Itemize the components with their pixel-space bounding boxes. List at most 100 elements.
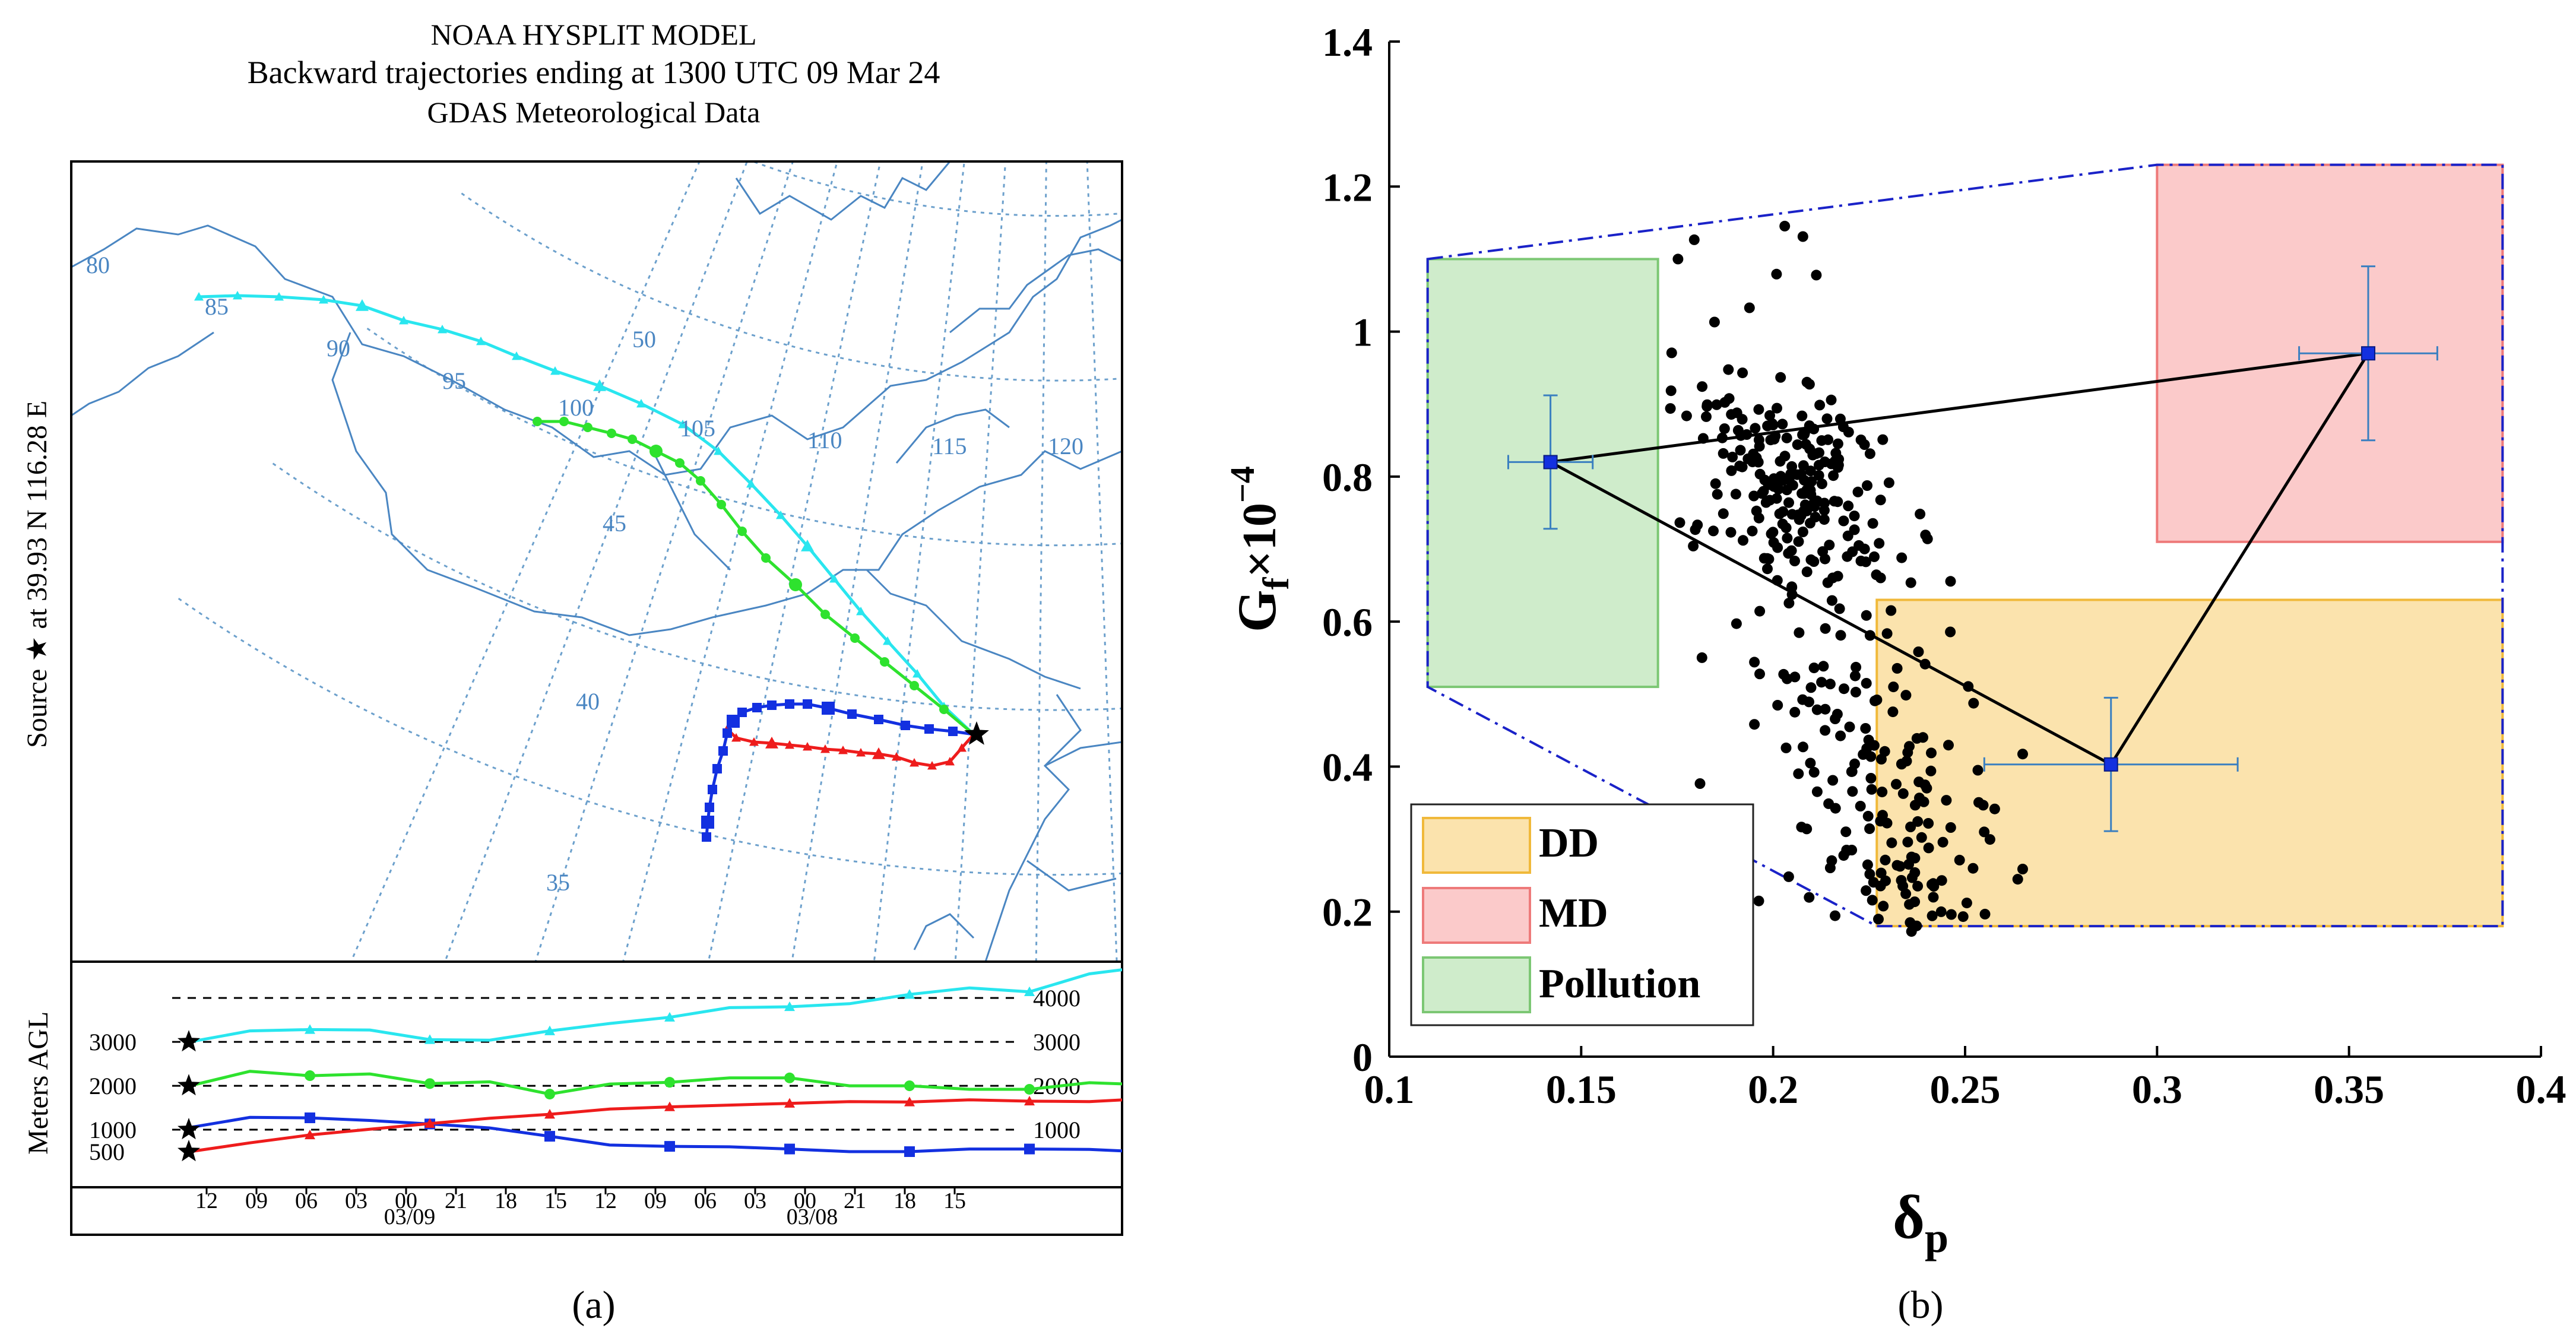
height-series-marker [424, 1034, 435, 1044]
scatter-point [1723, 364, 1734, 375]
y-tick-label: 0.4 [1322, 744, 1373, 790]
height-series-marker [784, 1001, 795, 1012]
scatter-point [1813, 470, 1824, 481]
scatter-point [1886, 605, 1897, 616]
height-series-marker [544, 1025, 555, 1035]
scatter-point [1823, 434, 1834, 445]
scatter-point [1754, 468, 1766, 480]
scatter-point [1943, 740, 1954, 751]
trajectory-marker [194, 292, 204, 301]
scatter-point [1779, 220, 1791, 232]
scatter-point [1824, 679, 1836, 690]
scatter-point [1718, 508, 1729, 519]
scatter-point [1867, 518, 1878, 529]
scatter-point [1688, 234, 1700, 245]
scatter-point [1811, 270, 1822, 281]
trajectory-marker [910, 758, 919, 767]
trajectory-marker [767, 700, 777, 710]
trajectory-marker [678, 420, 687, 429]
trajectory-marker [559, 417, 569, 426]
legend-label-pollution: Pollution [1539, 961, 1700, 1007]
coastline [1044, 741, 1122, 767]
time-tick-label: 09 [245, 1188, 268, 1213]
scatter-point [1701, 411, 1712, 422]
scatter-point [1925, 765, 1937, 776]
height-lines [172, 968, 1155, 1158]
scatter-point [1861, 610, 1872, 621]
map-trajectories [194, 291, 989, 842]
latitude-label: 50 [632, 326, 656, 353]
trajectory-marker [476, 337, 486, 345]
scatter-point [1749, 657, 1760, 668]
scatter-point [1767, 418, 1778, 429]
scatter-point [1945, 576, 1956, 587]
y-tick-label: 0.2 [1322, 890, 1373, 935]
time-tick-label: 15 [544, 1188, 567, 1213]
scatter-point [1771, 268, 1782, 280]
height-panel: Meters AGL 40003000200010003000200010005… [23, 960, 1155, 1188]
scatter-point [1877, 434, 1889, 445]
trajectory-marker [714, 446, 723, 455]
x-tick-label: 0.35 [2314, 1067, 2384, 1112]
scatter-point [1781, 432, 1792, 443]
height-series-marker [1024, 1083, 1035, 1095]
scatter-point [1763, 553, 1775, 565]
map-coastlines [71, 161, 1122, 962]
x-tick-label: 0.4 [2516, 1067, 2567, 1112]
trajectory-marker [737, 527, 747, 536]
scatter-point [2012, 874, 2023, 885]
scatter-point [1842, 551, 1853, 562]
height-series-marker [1024, 1143, 1035, 1155]
scatter-point [1927, 910, 1938, 921]
trajectory-marker [820, 744, 830, 753]
endmember-marker-pollution [1543, 455, 1558, 470]
trajectory-marker [512, 351, 521, 360]
scatter-point [1989, 803, 2000, 814]
scatter-point [1875, 867, 1887, 879]
scatter-point [1894, 861, 1906, 872]
scatter-point [1774, 508, 1785, 519]
scatter-point [1818, 514, 1830, 525]
scatter-point [2017, 749, 2028, 760]
trajectory-marker [856, 748, 866, 757]
trajectory-marker [883, 636, 892, 645]
scatter-point [1830, 803, 1841, 814]
scatter-point [1842, 530, 1853, 541]
x-tick-label: 0.25 [1930, 1067, 2001, 1112]
scatter-point [1979, 908, 1991, 920]
x-tick-label: 0.3 [2132, 1067, 2182, 1112]
scatter-point [1690, 524, 1701, 535]
scatter-point [1772, 402, 1782, 414]
height-series-marker [544, 1109, 555, 1119]
scatter-regions [1426, 163, 2504, 928]
time-tick-label: 03 [345, 1188, 367, 1213]
trajectory-marker [874, 715, 883, 724]
coastline [895, 408, 1010, 464]
y-tick-label: 0 [1352, 1035, 1373, 1080]
scatter-point [1978, 800, 1989, 811]
trajectory-marker [850, 633, 860, 643]
x-tick-label: 0.2 [1748, 1067, 1798, 1112]
longitude-label: 90 [327, 335, 350, 362]
trajectory-marker [822, 702, 835, 715]
height-series-marker [1144, 1147, 1155, 1158]
trajectory-marker [636, 399, 646, 408]
scatter-point [1708, 525, 1719, 537]
scatter-point [1849, 511, 1860, 522]
scatter-point [1789, 671, 1801, 683]
scatter-point [1891, 779, 1902, 790]
map-graticule [178, 161, 1122, 962]
trajectory-marker [727, 715, 740, 728]
scatter-point [1868, 877, 1879, 888]
scatter-point [1861, 885, 1872, 896]
scatter-point [1835, 730, 1846, 741]
scatter-point [1913, 776, 1925, 788]
coastline [984, 694, 1082, 962]
trajectory-marker [924, 724, 934, 734]
scatter-point [1909, 800, 1921, 811]
scatter-point [1866, 784, 1877, 795]
scatter-point [1928, 881, 1940, 892]
scatter-point [1665, 403, 1676, 414]
coastline [331, 332, 1122, 636]
scatter-point [1905, 917, 1916, 928]
